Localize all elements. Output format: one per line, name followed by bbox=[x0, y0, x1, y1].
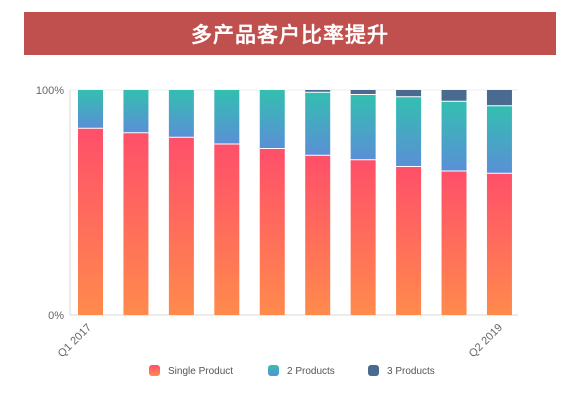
bar-single-product-6[interactable] bbox=[305, 155, 331, 315]
bar-single-product-10[interactable] bbox=[486, 173, 512, 315]
bar-single-product-5[interactable] bbox=[259, 148, 285, 316]
chart-title-banner: 多产品客户比率提升 bbox=[24, 12, 556, 55]
legend-item-single-product[interactable]: Single Product bbox=[149, 365, 233, 377]
legend-item-3-products[interactable]: 3 Products bbox=[368, 365, 435, 377]
bar-2-products-7[interactable] bbox=[350, 94, 376, 160]
bar-single-product-9[interactable] bbox=[441, 171, 467, 315]
legend-swatch-single-product bbox=[149, 365, 160, 376]
bar-3-products-7[interactable] bbox=[350, 90, 376, 95]
bar-single-product-1[interactable] bbox=[78, 128, 103, 315]
x-tick-label-last: Q2 2019 bbox=[467, 322, 505, 360]
legend-swatch-3-products bbox=[368, 365, 379, 376]
bar-3-products-6[interactable] bbox=[305, 90, 331, 93]
bar-single-product-2[interactable] bbox=[123, 132, 149, 315]
bar-2-products-3[interactable] bbox=[168, 90, 194, 138]
legend: Single Product 2 Products 3 Products bbox=[149, 365, 435, 377]
bar-3-products-9[interactable] bbox=[441, 90, 467, 102]
legend-swatch-2-products bbox=[268, 365, 279, 376]
bar-single-product-3[interactable] bbox=[168, 137, 194, 315]
bar-single-product-4[interactable] bbox=[214, 144, 240, 315]
bar-single-product-7[interactable] bbox=[350, 159, 376, 315]
x-tick-label-first: Q1 2017 bbox=[56, 322, 94, 360]
bar-2-products-1[interactable] bbox=[78, 90, 103, 129]
legend-label-2-products: 2 Products bbox=[287, 366, 335, 377]
legend-label-single-product: Single Product bbox=[168, 366, 233, 377]
bar-2-products-10[interactable] bbox=[486, 105, 512, 174]
y-tick-label-top: 100% bbox=[36, 85, 64, 97]
bar-2-products-8[interactable] bbox=[396, 96, 422, 167]
bar-group bbox=[78, 90, 512, 315]
bar-2-products-4[interactable] bbox=[214, 90, 240, 144]
bar-single-product-8[interactable] bbox=[396, 166, 422, 316]
y-tick-label-bottom: 0% bbox=[48, 310, 64, 322]
bar-2-products-5[interactable] bbox=[259, 90, 285, 149]
bar-2-products-6[interactable] bbox=[305, 92, 331, 156]
chart-title: 多产品客户比率提升 bbox=[191, 22, 389, 47]
legend-item-2-products[interactable]: 2 Products bbox=[268, 365, 335, 377]
bar-3-products-8[interactable] bbox=[396, 90, 422, 97]
legend-label-3-products: 3 Products bbox=[387, 366, 435, 377]
bar-2-products-9[interactable] bbox=[441, 101, 467, 171]
bar-3-products-10[interactable] bbox=[486, 90, 512, 106]
bar-2-products-2[interactable] bbox=[123, 90, 149, 133]
